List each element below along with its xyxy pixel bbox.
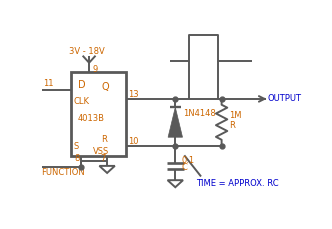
Text: 10: 10 [128,137,138,146]
Text: 7: 7 [101,154,106,163]
Text: 3V - 18V: 3V - 18V [68,47,104,56]
Text: FUNCTION: FUNCTION [42,169,85,177]
Polygon shape [99,166,115,173]
Text: 1N4148: 1N4148 [183,109,216,118]
Text: R: R [229,121,235,130]
Text: R: R [101,135,107,144]
Text: Q: Q [102,82,110,92]
Text: TIME = APPROX. RC: TIME = APPROX. RC [196,179,279,188]
Text: 11: 11 [43,79,53,88]
Text: 4013B: 4013B [78,114,105,123]
Text: CLK: CLK [74,97,90,106]
Text: S: S [74,142,79,151]
Text: D: D [78,80,85,90]
Text: OUTPUT: OUTPUT [268,94,302,104]
Text: 9: 9 [92,65,97,74]
Text: 0.1: 0.1 [182,156,195,165]
Text: C: C [182,163,188,172]
FancyBboxPatch shape [71,71,126,156]
Text: 13: 13 [128,90,138,99]
Text: 1M: 1M [229,111,242,120]
Polygon shape [168,107,183,137]
Polygon shape [168,180,183,187]
Text: 8: 8 [75,154,80,163]
Text: VSS: VSS [93,147,109,156]
